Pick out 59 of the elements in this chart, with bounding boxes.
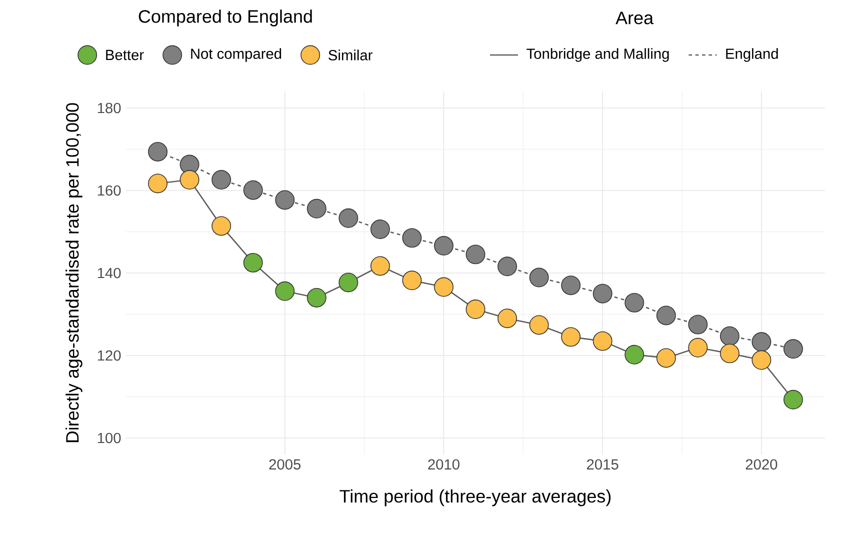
point [561,327,581,347]
point [656,348,676,368]
point [752,332,772,352]
y-tick-label: 160 [98,185,121,196]
point [720,326,740,346]
x-tick-label: 2015 [587,459,618,470]
y-tick-label: 120 [98,350,121,361]
y-axis-title: Directly age-standardised rate per 100,000 [66,103,82,442]
point [624,292,644,312]
point [402,270,422,290]
legend-label: Similar [328,50,372,60]
point [212,170,232,190]
x-tick-label: 2005 [269,459,301,470]
point [148,174,168,194]
point [243,180,263,200]
point [306,198,326,218]
point [783,339,803,359]
point [720,344,740,364]
point [434,277,454,297]
point [402,228,422,248]
y-tick-label: 140 [98,268,121,278]
point [592,284,612,304]
point [752,350,772,370]
point [434,236,454,256]
x-tick-label: 2010 [428,459,460,470]
point [370,220,390,240]
legend-label: Not compared [191,48,282,62]
point [656,306,676,326]
legend-label: England [726,48,778,62]
point [243,252,263,272]
x-axis-title: Time period (three-year averages) [340,489,611,506]
legend-label: Tonbridge and Malling [526,48,669,62]
point [338,208,358,228]
point [624,344,644,364]
point [338,272,358,292]
point [592,331,612,351]
point [688,314,708,334]
text: Area [616,12,654,24]
point [529,268,549,288]
legend-title: Compared to England [138,10,312,26]
point [783,390,803,410]
point [306,288,326,308]
point [466,300,486,320]
point [180,170,200,190]
y-tick-label: 180 [98,102,121,114]
point [466,244,486,264]
x-tick-label: 2020 [746,459,778,470]
point [529,315,549,335]
point [561,276,581,296]
point [688,338,708,358]
legend-label: Better [106,50,144,60]
y-tick-label: 100 [98,432,121,444]
point [148,142,168,162]
point [212,216,232,236]
point [275,190,295,210]
point [275,281,295,301]
point [498,308,518,328]
point [498,256,518,276]
point [370,256,390,276]
